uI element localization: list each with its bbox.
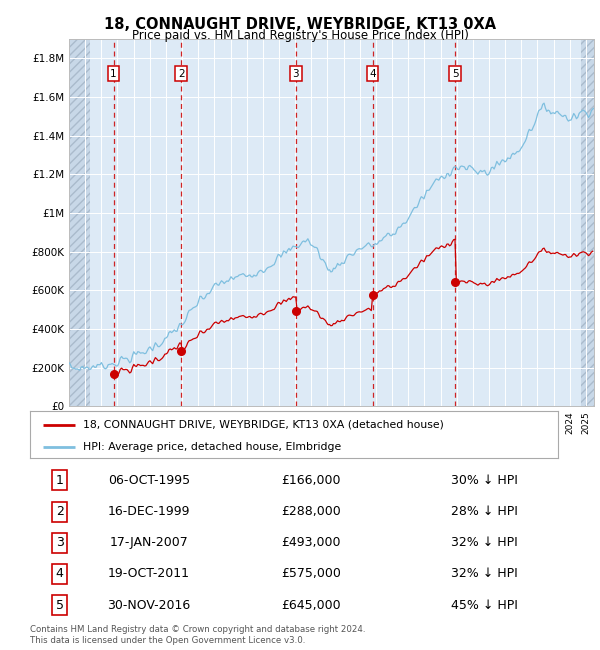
- Text: 1: 1: [110, 69, 117, 79]
- Text: 06-OCT-1995: 06-OCT-1995: [108, 474, 190, 487]
- Text: 5: 5: [452, 69, 458, 79]
- Text: 30-NOV-2016: 30-NOV-2016: [107, 599, 190, 612]
- Text: 2: 2: [56, 505, 64, 518]
- Text: 28% ↓ HPI: 28% ↓ HPI: [451, 505, 518, 518]
- Text: £166,000: £166,000: [281, 474, 341, 487]
- Text: 32% ↓ HPI: 32% ↓ HPI: [451, 567, 518, 580]
- Text: £575,000: £575,000: [281, 567, 341, 580]
- Text: 18, CONNAUGHT DRIVE, WEYBRIDGE, KT13 0XA: 18, CONNAUGHT DRIVE, WEYBRIDGE, KT13 0XA: [104, 17, 496, 32]
- Text: £288,000: £288,000: [281, 505, 341, 518]
- Text: 5: 5: [56, 599, 64, 612]
- Text: 3: 3: [293, 69, 299, 79]
- Text: 32% ↓ HPI: 32% ↓ HPI: [451, 536, 518, 549]
- Text: 16-DEC-1999: 16-DEC-1999: [107, 505, 190, 518]
- Text: HPI: Average price, detached house, Elmbridge: HPI: Average price, detached house, Elmb…: [83, 441, 341, 452]
- Text: 18, CONNAUGHT DRIVE, WEYBRIDGE, KT13 0XA (detached house): 18, CONNAUGHT DRIVE, WEYBRIDGE, KT13 0XA…: [83, 419, 443, 430]
- Text: 2: 2: [178, 69, 185, 79]
- Text: This data is licensed under the Open Government Licence v3.0.: This data is licensed under the Open Gov…: [30, 636, 305, 645]
- Text: 30% ↓ HPI: 30% ↓ HPI: [451, 474, 518, 487]
- Text: £645,000: £645,000: [281, 599, 341, 612]
- Text: 1: 1: [56, 474, 64, 487]
- Text: 4: 4: [369, 69, 376, 79]
- Text: £493,000: £493,000: [281, 536, 341, 549]
- Text: Contains HM Land Registry data © Crown copyright and database right 2024.: Contains HM Land Registry data © Crown c…: [30, 625, 365, 634]
- Text: 19-OCT-2011: 19-OCT-2011: [108, 567, 190, 580]
- Text: Price paid vs. HM Land Registry's House Price Index (HPI): Price paid vs. HM Land Registry's House …: [131, 29, 469, 42]
- Text: 17-JAN-2007: 17-JAN-2007: [109, 536, 188, 549]
- Text: 4: 4: [56, 567, 64, 580]
- Text: 45% ↓ HPI: 45% ↓ HPI: [451, 599, 518, 612]
- Text: 3: 3: [56, 536, 64, 549]
